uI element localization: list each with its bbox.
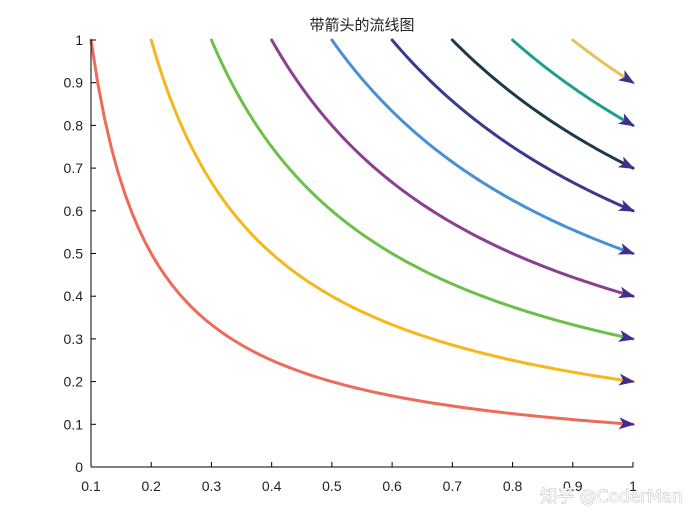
x-tick-label: 0.5 (322, 478, 342, 494)
y-tick-label: 0.1 (64, 416, 84, 432)
streamline-3 (209, 38, 635, 342)
x-tick-label: 0.7 (443, 478, 463, 494)
y-tick-label: 1 (75, 32, 83, 48)
x-axis-ticks: 0.1 0.2 0.3 0.4 0.5 0.6 0.7 0.8 0.9 1 (81, 462, 637, 494)
x-tick-label: 0.1 (81, 478, 101, 494)
y-tick-label: 0.5 (64, 246, 84, 262)
chart-title: 带箭头的流线图 (309, 16, 414, 34)
y-tick-label: 0.9 (64, 75, 84, 91)
x-tick-label: 0.2 (141, 478, 161, 494)
y-tick-label: 0.3 (64, 331, 84, 347)
streamline-5 (330, 38, 635, 255)
watermark: 知乎 @CoderMan (540, 487, 683, 507)
streamline-4 (270, 38, 635, 299)
x-tick-label: 0.9 (563, 478, 583, 494)
y-tick-label: 0.6 (64, 203, 84, 219)
y-tick-label: 0.4 (64, 288, 84, 304)
streamline-9 (571, 38, 635, 85)
x-tick-label: 0.4 (262, 478, 282, 494)
streamline-6 (390, 38, 635, 213)
streamline-7 (450, 38, 635, 170)
y-axis-ticks: 0 0.1 0.2 0.3 0.4 0.5 0.6 0.7 0.8 0.9 1 (64, 32, 96, 475)
streamline-8 (511, 38, 635, 127)
series-layer (89, 38, 635, 430)
x-tick-label: 0.6 (382, 478, 402, 494)
x-tick-label: 0.3 (202, 478, 222, 494)
y-tick-label: 0 (75, 459, 83, 475)
y-tick-label: 0.2 (64, 374, 84, 390)
streamline-2 (149, 38, 635, 386)
x-tick-label: 1 (629, 478, 637, 494)
y-tick-label: 0.7 (64, 160, 84, 176)
x-tick-label: 0.8 (503, 478, 523, 494)
streamline-1 (89, 38, 635, 430)
y-tick-label: 0.8 (64, 117, 84, 133)
